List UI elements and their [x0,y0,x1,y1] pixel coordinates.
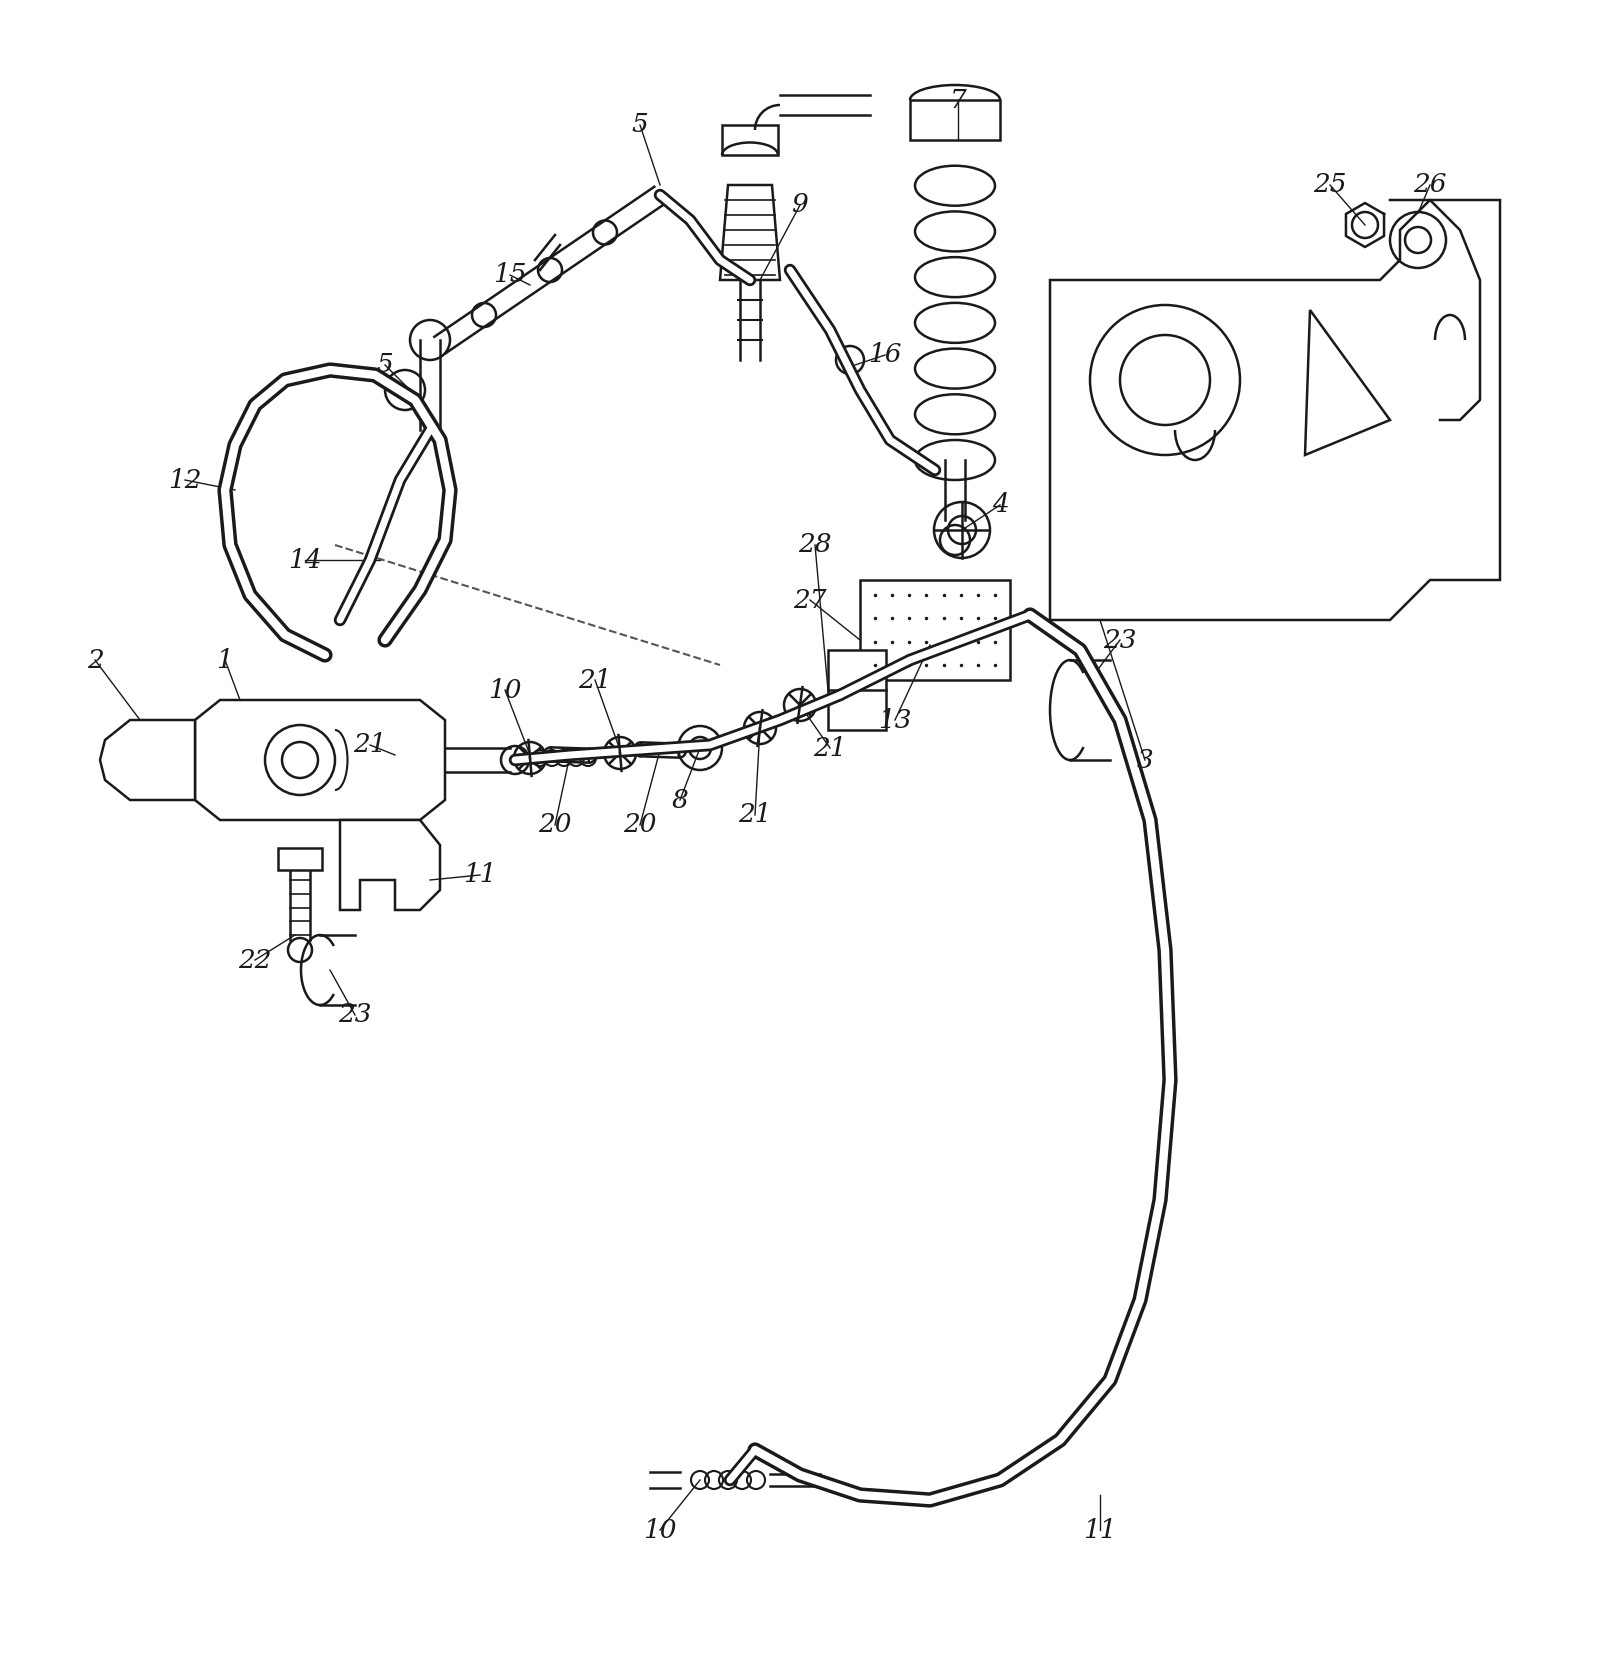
Polygon shape [720,185,781,279]
Text: 23: 23 [338,1002,371,1028]
Text: 21: 21 [578,668,611,693]
Text: 13: 13 [878,707,912,732]
Text: 5: 5 [632,112,648,137]
Text: 15: 15 [493,263,526,288]
Text: 10: 10 [488,678,522,703]
Text: 4: 4 [992,493,1008,517]
Polygon shape [550,747,589,762]
Bar [722,126,778,155]
Text: 21: 21 [354,732,387,757]
Text: 20: 20 [538,813,571,838]
Polygon shape [640,742,680,757]
Bar [829,650,886,731]
Text: 11: 11 [464,863,496,888]
Text: 1: 1 [216,648,234,673]
Text: 21: 21 [813,736,846,760]
Text: 5: 5 [376,352,394,377]
Text: 3: 3 [1136,747,1154,772]
Polygon shape [339,820,440,911]
Text: 27: 27 [794,587,827,613]
Polygon shape [1306,311,1390,455]
Polygon shape [1050,200,1501,620]
Text: 10: 10 [643,1517,677,1542]
Text: 2: 2 [86,648,104,673]
Bar [910,99,1000,141]
Polygon shape [195,699,445,820]
Text: 21: 21 [738,802,771,828]
Text: 12: 12 [168,468,202,493]
Text: 25: 25 [1314,172,1347,197]
Text: 22: 22 [238,947,272,972]
Bar [278,848,322,869]
Text: 9: 9 [792,192,808,218]
Bar [861,580,1010,679]
Text: 7: 7 [950,88,966,112]
Text: 28: 28 [798,532,832,557]
Text: 8: 8 [672,787,688,813]
Text: 26: 26 [1413,172,1446,197]
Text: 14: 14 [288,547,322,572]
Polygon shape [99,721,195,800]
Text: 23: 23 [1104,628,1136,653]
Text: 11: 11 [1083,1517,1117,1542]
Text: 20: 20 [624,813,656,838]
Text: 16: 16 [869,342,902,367]
